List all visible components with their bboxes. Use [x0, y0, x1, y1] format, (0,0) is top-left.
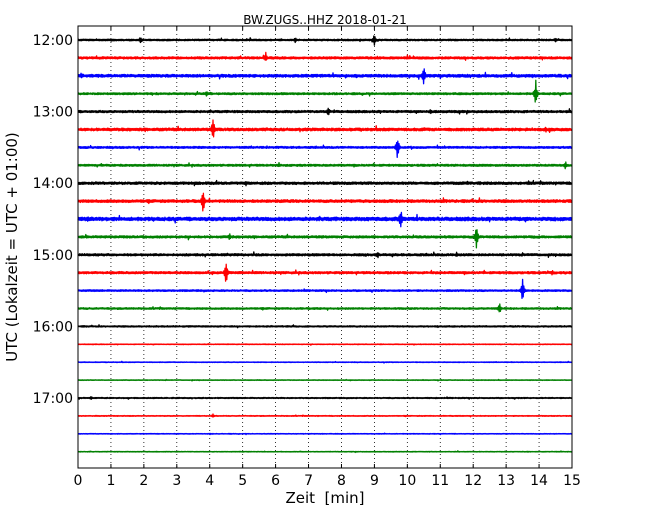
- x-tick-label: 8: [337, 473, 346, 489]
- trace-group: [77, 35, 573, 454]
- x-tick-label: 15: [563, 473, 581, 489]
- seismic-trace: [77, 432, 573, 436]
- y-tick-label: 16:00: [33, 319, 73, 335]
- seismic-trace: [77, 179, 573, 187]
- x-tick-label: 3: [172, 473, 181, 489]
- seismic-trace: [77, 192, 573, 212]
- seismic-trace: [77, 211, 573, 228]
- x-tick-label: 10: [398, 473, 416, 489]
- x-tick-label: 0: [74, 473, 83, 489]
- seismic-trace: [77, 140, 573, 158]
- chart-title: BW.ZUGS..HHZ 2018-01-21: [243, 13, 406, 27]
- seismic-trace: [77, 263, 573, 282]
- seismic-trace: [77, 413, 573, 418]
- grid-lines: [110, 26, 540, 468]
- x-tick-label: 12: [464, 473, 482, 489]
- seismic-trace: [77, 251, 573, 259]
- seismic-trace: [77, 107, 573, 116]
- seismic-trace: [77, 450, 573, 454]
- y-tick-label: 17:00: [33, 391, 73, 407]
- seismic-trace: [77, 360, 573, 364]
- y-tick-label: 13:00: [33, 105, 73, 121]
- y-axis-label: UTC (Lokalzeit = UTC + 01:00): [3, 132, 21, 362]
- seismic-trace: [77, 119, 573, 138]
- seismic-trace: [77, 342, 573, 346]
- x-tick-label: 2: [139, 473, 148, 489]
- x-tick-label: 7: [304, 473, 313, 489]
- seismic-trace: [77, 303, 573, 313]
- x-tick-labels: 0 1 2 3 4 5 6 7 8 9 10 11 12 13 14 15: [74, 473, 581, 489]
- x-tick-label: 14: [530, 473, 548, 489]
- x-tick-label: 9: [370, 473, 379, 489]
- seismic-trace: [77, 68, 573, 85]
- x-axis-label: Zeit [min]: [285, 489, 364, 507]
- seismic-trace: [77, 229, 573, 249]
- x-tick-label: 13: [497, 473, 515, 489]
- x-tick-label: 4: [205, 473, 214, 489]
- seismic-trace: [77, 396, 573, 401]
- seismic-trace: [77, 51, 573, 61]
- seismic-trace: [77, 324, 573, 329]
- seismic-trace: [77, 35, 573, 46]
- seismic-trace: [77, 79, 573, 103]
- x-tick-label: 11: [431, 473, 449, 489]
- tick-marks: [77, 26, 573, 468]
- y-tick-labels: 12:00 13:00 14:00 15:00 16:00 17:00: [33, 33, 73, 407]
- x-tick-label: 1: [106, 473, 115, 489]
- y-tick-label: 12:00: [33, 33, 73, 49]
- seismic-trace: [77, 278, 573, 300]
- seismic-trace: [77, 378, 573, 382]
- y-tick-label: 14:00: [33, 176, 73, 192]
- x-tick-label: 6: [271, 473, 280, 489]
- seismic-trace: [77, 161, 573, 170]
- x-tick-label: 5: [238, 473, 247, 489]
- plot-frame: [77, 25, 573, 469]
- y-tick-label: 15:00: [33, 248, 73, 264]
